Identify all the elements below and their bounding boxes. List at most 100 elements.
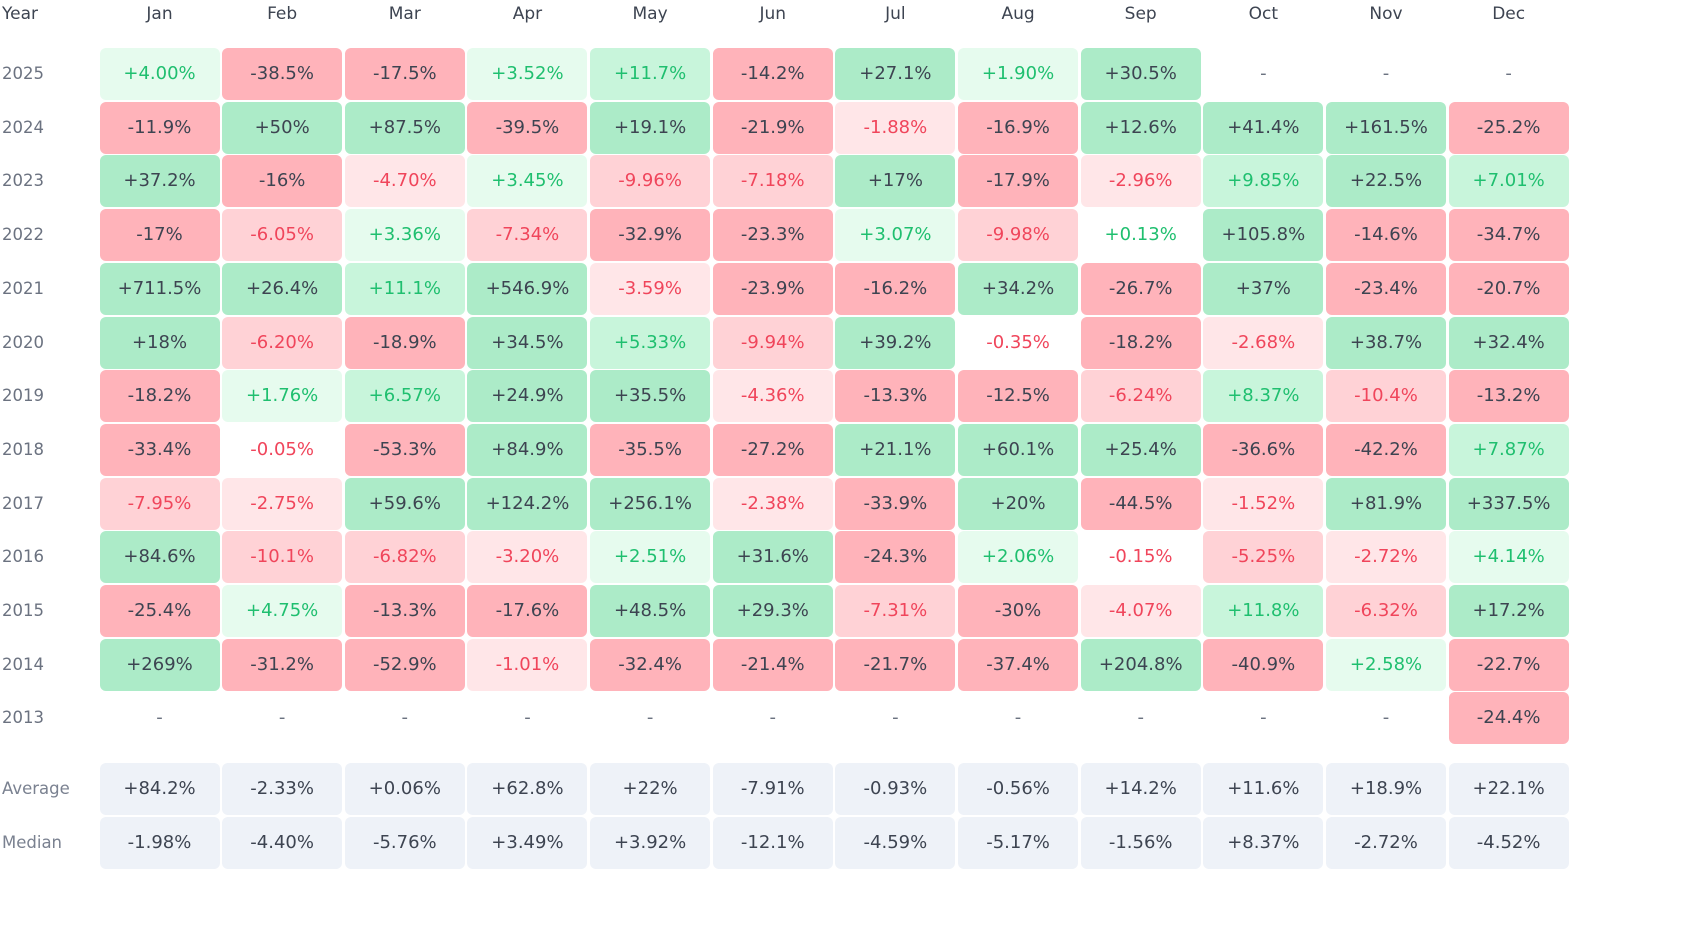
month-header-apr: Apr xyxy=(512,4,543,24)
cell-2020-feb: -6.20% xyxy=(222,316,343,369)
cell-2019-mar: +6.57% xyxy=(344,370,465,423)
cell-2020-dec: +32.4% xyxy=(1448,316,1569,369)
cell-2016-may: +2.51% xyxy=(590,531,711,584)
cell-2017-jul: -33.9% xyxy=(835,477,956,530)
cell-2016-sep: -0.15% xyxy=(1108,546,1173,568)
cell-2013-jul: - xyxy=(892,707,899,729)
cell-2013-apr: - xyxy=(524,707,531,729)
cell-2019-jan: -18.2% xyxy=(99,370,220,423)
stat-cell-median-jul: -4.59% xyxy=(835,816,956,869)
year-label-2016: 2016 xyxy=(2,547,44,567)
cell-2017-nov: +81.9% xyxy=(1326,477,1446,530)
cell-2014-may: -32.4% xyxy=(590,638,711,691)
cell-2017-may: +256.1% xyxy=(590,477,711,530)
year-label-2017: 2017 xyxy=(2,493,44,513)
cell-2018-aug: +60.1% xyxy=(958,423,1079,476)
cell-2022-jan: -17% xyxy=(99,209,220,262)
cell-2022-oct: +105.8% xyxy=(1203,209,1324,262)
cell-2025-oct: - xyxy=(1260,63,1267,84)
stat-label-average: Average xyxy=(2,779,70,798)
year-column-header: Year xyxy=(2,4,38,24)
stat-cell-average-aug: -0.56% xyxy=(958,763,1079,815)
cell-2020-oct: -2.68% xyxy=(1203,316,1324,369)
cell-2018-nov: -42.2% xyxy=(1326,423,1446,476)
stat-cell-median-nov: -2.72% xyxy=(1326,816,1446,869)
stat-cell-average-jan: +84.2% xyxy=(99,763,220,815)
cell-2025-jan: +4.00% xyxy=(99,48,220,100)
cell-2019-jun: -4.36% xyxy=(712,370,833,423)
cell-2020-nov: +38.7% xyxy=(1326,316,1446,369)
cell-2025-dec: - xyxy=(1505,63,1512,84)
cell-2018-mar: -53.3% xyxy=(344,423,465,476)
cell-2022-may: -32.9% xyxy=(590,209,711,262)
cell-2022-dec: -34.7% xyxy=(1448,209,1569,262)
cell-2023-may: -9.96% xyxy=(590,155,711,208)
cell-2025-jun: -14.2% xyxy=(712,48,833,100)
cell-2020-jun: -9.94% xyxy=(712,316,833,369)
cell-2014-aug: -37.4% xyxy=(958,638,1079,691)
cell-2015-mar: -13.3% xyxy=(344,585,465,637)
cell-2023-aug: -17.9% xyxy=(958,155,1079,208)
year-label-2022: 2022 xyxy=(2,225,44,245)
cell-2022-mar: +3.36% xyxy=(344,209,465,262)
cell-2016-dec: +4.14% xyxy=(1448,531,1569,584)
cell-2016-aug: +2.06% xyxy=(958,531,1079,584)
cell-2015-jul: -7.31% xyxy=(835,585,956,637)
cell-2013-jun: - xyxy=(769,707,777,729)
stat-cell-average-dec: +22.1% xyxy=(1448,763,1569,815)
stat-cell-average-apr: +62.8% xyxy=(467,763,588,815)
cell-2018-jul: +21.1% xyxy=(835,423,956,476)
cell-2020-jul: +39.2% xyxy=(835,316,956,369)
cell-2023-jul: +17% xyxy=(835,155,956,208)
cell-2020-sep: -18.2% xyxy=(1080,316,1201,369)
cell-2017-feb: -2.75% xyxy=(222,477,343,530)
month-header-jul: Jul xyxy=(885,4,906,24)
cell-2020-jan: +18% xyxy=(99,316,220,369)
cell-2018-dec: +7.87% xyxy=(1448,423,1569,476)
cell-2013-nov: - xyxy=(1382,707,1390,729)
year-label-2023: 2023 xyxy=(2,171,44,191)
stat-cell-average-jun: -7.91% xyxy=(712,763,833,815)
cell-2021-aug: +34.2% xyxy=(958,262,1079,315)
cell-2014-nov: +2.58% xyxy=(1326,638,1446,691)
month-header-jun: Jun xyxy=(759,4,787,24)
cell-2023-nov: +22.5% xyxy=(1326,155,1446,208)
cell-2018-jan: -33.4% xyxy=(99,423,220,476)
cell-2024-jun: -21.9% xyxy=(712,101,833,154)
cell-2023-feb: -16% xyxy=(222,155,343,208)
cell-2019-feb: +1.76% xyxy=(222,370,343,423)
stat-label-median: Median xyxy=(2,832,63,852)
cell-2022-jun: -23.3% xyxy=(712,209,833,262)
stat-cell-median-sep: -1.56% xyxy=(1080,816,1201,869)
cell-2018-may: -35.5% xyxy=(590,423,711,476)
cell-2015-jan: -25.4% xyxy=(99,585,220,637)
cell-2015-may: +48.5% xyxy=(590,585,711,637)
cell-2014-jun: -21.4% xyxy=(712,638,833,691)
year-label-2024: 2024 xyxy=(2,117,44,137)
cell-2024-jul: -1.88% xyxy=(835,101,956,154)
cell-2025-nov: - xyxy=(1382,63,1390,84)
cell-2024-jan: -11.9% xyxy=(99,101,220,154)
cell-2024-sep: +12.6% xyxy=(1080,101,1201,154)
cell-2017-jun: -2.38% xyxy=(712,477,833,530)
cell-2019-jul: -13.3% xyxy=(835,370,956,423)
year-label-2013: 2013 xyxy=(2,708,44,728)
cell-2022-feb: -6.05% xyxy=(222,209,343,262)
cell-2021-oct: +37% xyxy=(1203,262,1324,315)
cell-2025-feb: -38.5% xyxy=(222,48,343,100)
month-header-dec: Dec xyxy=(1492,4,1526,24)
cell-2013-may: - xyxy=(646,707,654,729)
cell-2016-apr: -3.20% xyxy=(467,531,588,584)
year-label-2019: 2019 xyxy=(2,386,44,406)
cell-2023-jan: +37.2% xyxy=(99,155,220,208)
cell-2025-may: +11.7% xyxy=(590,48,711,100)
cell-2017-dec: +337.5% xyxy=(1448,477,1569,530)
cell-2014-mar: -52.9% xyxy=(344,638,465,691)
cell-2022-sep: +0.13% xyxy=(1104,224,1177,246)
year-label-2018: 2018 xyxy=(2,439,44,459)
cell-2021-jan: +711.5% xyxy=(99,262,220,315)
cell-2021-sep: -26.7% xyxy=(1080,262,1201,315)
cell-2021-feb: +26.4% xyxy=(222,262,343,315)
cell-2014-jan: +269% xyxy=(99,638,220,691)
cell-2020-aug: -0.35% xyxy=(986,331,1050,353)
